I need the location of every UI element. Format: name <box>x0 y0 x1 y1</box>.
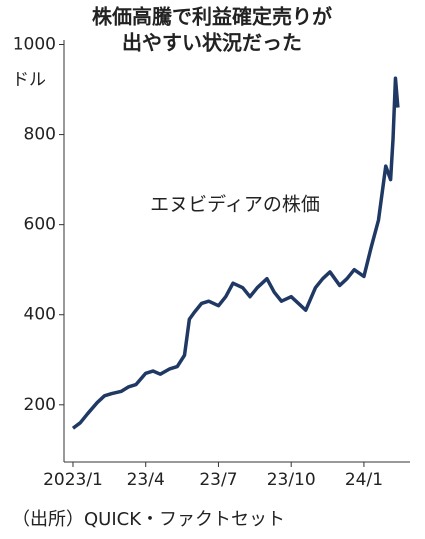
x-tick-label: 24/1 <box>345 470 383 490</box>
source: （出所）QUICK・ファクトセット <box>12 509 285 530</box>
y-tick-label: 400 <box>24 305 56 325</box>
y-tick-label: 800 <box>24 125 56 145</box>
y-tick-label: 1000 <box>13 35 56 55</box>
y-axis-label: ドル <box>12 70 46 90</box>
x-tick-label: 23/7 <box>199 470 237 490</box>
x-tick-label: 2023/1 <box>43 470 103 490</box>
annotation: エヌビディアの株価 <box>150 194 320 216</box>
y-tick-label: 200 <box>24 395 56 415</box>
y-tick-label: 600 <box>24 215 56 235</box>
x-tick-label: 23/4 <box>127 470 165 490</box>
line-series <box>71 76 400 430</box>
chart-title: 株価高騰で利益確定売りが <box>92 5 332 29</box>
chart-subtitle: 出やすい状況だった <box>122 31 302 55</box>
x-tick-label: 23/10 <box>267 470 316 490</box>
